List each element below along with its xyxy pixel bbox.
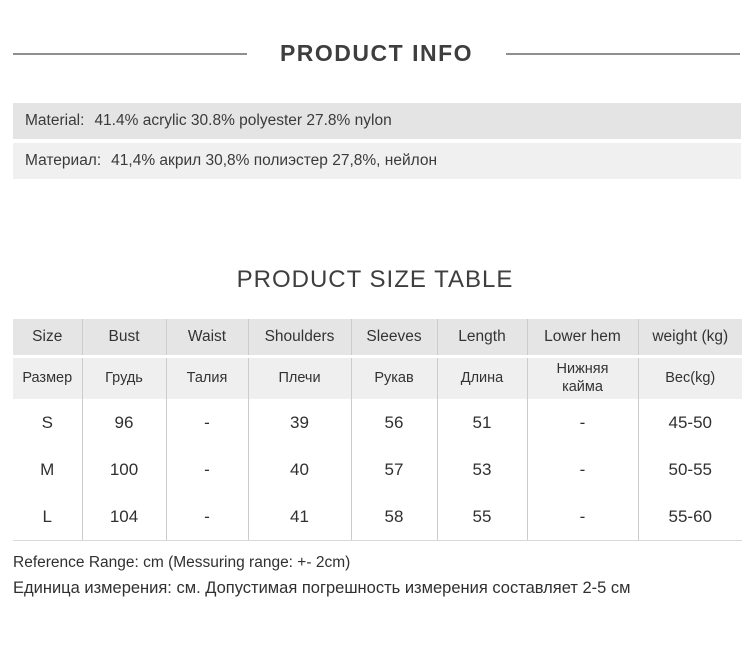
col-header-ru-label: Длина bbox=[460, 369, 504, 386]
size-row-S: S 96-39 56 51-45-50 bbox=[13, 399, 742, 446]
material-value-en: 41.4% acrylic 30.8% polyester 27.8% nylo… bbox=[94, 112, 392, 129]
size-table-header-ru: Размер Грудь Талия Плечи Рукав Длина Нижняя ка… bbox=[13, 356, 742, 399]
size-row-L-cell-5: 55 bbox=[437, 493, 528, 541]
footnote-ru: Единица измерения: см. Допустимая погреш… bbox=[13, 579, 631, 597]
product-info-page: PRODUCT INFO Material: 41.4% acrylic 30.8… bbox=[0, 40, 750, 670]
col-header-ru-5: Длина bbox=[437, 356, 528, 399]
size-row-S-cell-3: 39 bbox=[248, 399, 352, 446]
col-header-ru-label: Вес(kg) bbox=[665, 369, 716, 386]
product-info-header: PRODUCT INFO bbox=[13, 40, 740, 67]
col-header-ru-label: Нижняя кайма bbox=[556, 361, 609, 395]
size-row-M-cell-5: 53 bbox=[437, 446, 528, 493]
size-row-M-cell-1: 100 bbox=[82, 446, 167, 493]
material-label-en: Material: bbox=[25, 112, 85, 129]
col-header-ru-6: Нижняя кайма bbox=[527, 356, 639, 399]
col-header-en-7: weight (kg) bbox=[638, 319, 742, 358]
col-header-ru-label: Талия bbox=[186, 369, 228, 386]
col-header-ru-label: Рукав bbox=[374, 369, 414, 386]
size-row-M-cell-7: 50-55 bbox=[638, 446, 742, 493]
size-table: Size Bust Waist Shoulders Sleeves Length Lower… bbox=[13, 319, 742, 541]
size-table-title: PRODUCT SIZE TABLE bbox=[236, 266, 514, 293]
size-row-L: L 104-41 58 55-55-60 bbox=[13, 493, 742, 541]
size-row-M-cell-4: 57 bbox=[351, 446, 438, 493]
header-rule-left bbox=[13, 52, 247, 55]
col-header-en-3: Shoulders bbox=[248, 319, 352, 358]
col-header-ru-0: Размер bbox=[13, 356, 83, 399]
col-header-en-1: Bust bbox=[82, 319, 167, 358]
material-value-ru: 41,4% акрил 30,8% полиэстер 27,8%, нейло… bbox=[111, 152, 438, 169]
size-row-L-cell-4: 58 bbox=[351, 493, 438, 541]
material-bar-ru: Материал: 41,4% акрил 30,8% полиэстер 27,… bbox=[13, 143, 741, 179]
size-row-S-cell-1: 96 bbox=[82, 399, 167, 446]
col-header-ru-label: Грудь bbox=[105, 369, 143, 386]
col-header-ru-label: Размер bbox=[22, 369, 73, 386]
size-row-L-cell-0: L bbox=[13, 493, 83, 541]
size-row-M: M 100-40 57 53-50-55 bbox=[13, 446, 742, 493]
col-header-ru-1: Грудь bbox=[82, 356, 167, 399]
page-title: PRODUCT INFO bbox=[279, 40, 474, 66]
footnotes: Reference Range: cm (Messuring range: +-… bbox=[13, 554, 742, 598]
material-bar-en: Material: 41.4% acrylic 30.8% polyester 2… bbox=[13, 103, 741, 139]
material-label-ru: Материал: bbox=[25, 152, 102, 169]
col-header-ru-label: Плечи bbox=[278, 369, 321, 386]
size-row-M-cell-0: M bbox=[13, 446, 83, 493]
size-row-S-cell-4: 56 bbox=[351, 399, 438, 446]
size-table-body: S 96-39 56 51-45-50 M 100-40 57 53-50-55 L 104-41… bbox=[13, 399, 742, 541]
col-header-ru-7: Вес(kg) bbox=[638, 356, 742, 399]
size-row-L-cell-3: 41 bbox=[248, 493, 352, 541]
size-row-L-cell-7: 55-60 bbox=[638, 493, 742, 541]
header-rule-right bbox=[506, 52, 740, 55]
size-row-M-cell-2: - bbox=[166, 446, 249, 493]
col-header-ru-2: Талия bbox=[166, 356, 249, 399]
material-section: Material: 41.4% acrylic 30.8% polyester 2… bbox=[13, 103, 741, 179]
col-header-en-4: Sleeves bbox=[351, 319, 438, 358]
size-row-M-cell-6: - bbox=[527, 446, 639, 493]
footnote-en: Reference Range: cm (Messuring range: +-… bbox=[13, 554, 351, 571]
size-row-S-cell-6: - bbox=[527, 399, 639, 446]
size-row-S-cell-5: 51 bbox=[437, 399, 528, 446]
col-header-ru-3: Плечи bbox=[248, 356, 352, 399]
col-header-en-6: Lower hem bbox=[527, 319, 639, 358]
size-table-header-en: Size Bust Waist Shoulders Sleeves Length Lower… bbox=[13, 319, 742, 358]
size-row-L-cell-1: 104 bbox=[82, 493, 167, 541]
col-header-en-2: Waist bbox=[166, 319, 249, 358]
size-row-S-cell-2: - bbox=[166, 399, 249, 446]
col-header-en-0: Size bbox=[13, 319, 83, 358]
col-header-en-5: Length bbox=[437, 319, 528, 358]
size-row-L-cell-2: - bbox=[166, 493, 249, 541]
size-row-L-cell-6: - bbox=[527, 493, 639, 541]
col-header-ru-4: Рукав bbox=[351, 356, 438, 399]
size-row-S-cell-0: S bbox=[13, 399, 83, 446]
size-row-S-cell-7: 45-50 bbox=[638, 399, 742, 446]
size-row-M-cell-3: 40 bbox=[248, 446, 352, 493]
